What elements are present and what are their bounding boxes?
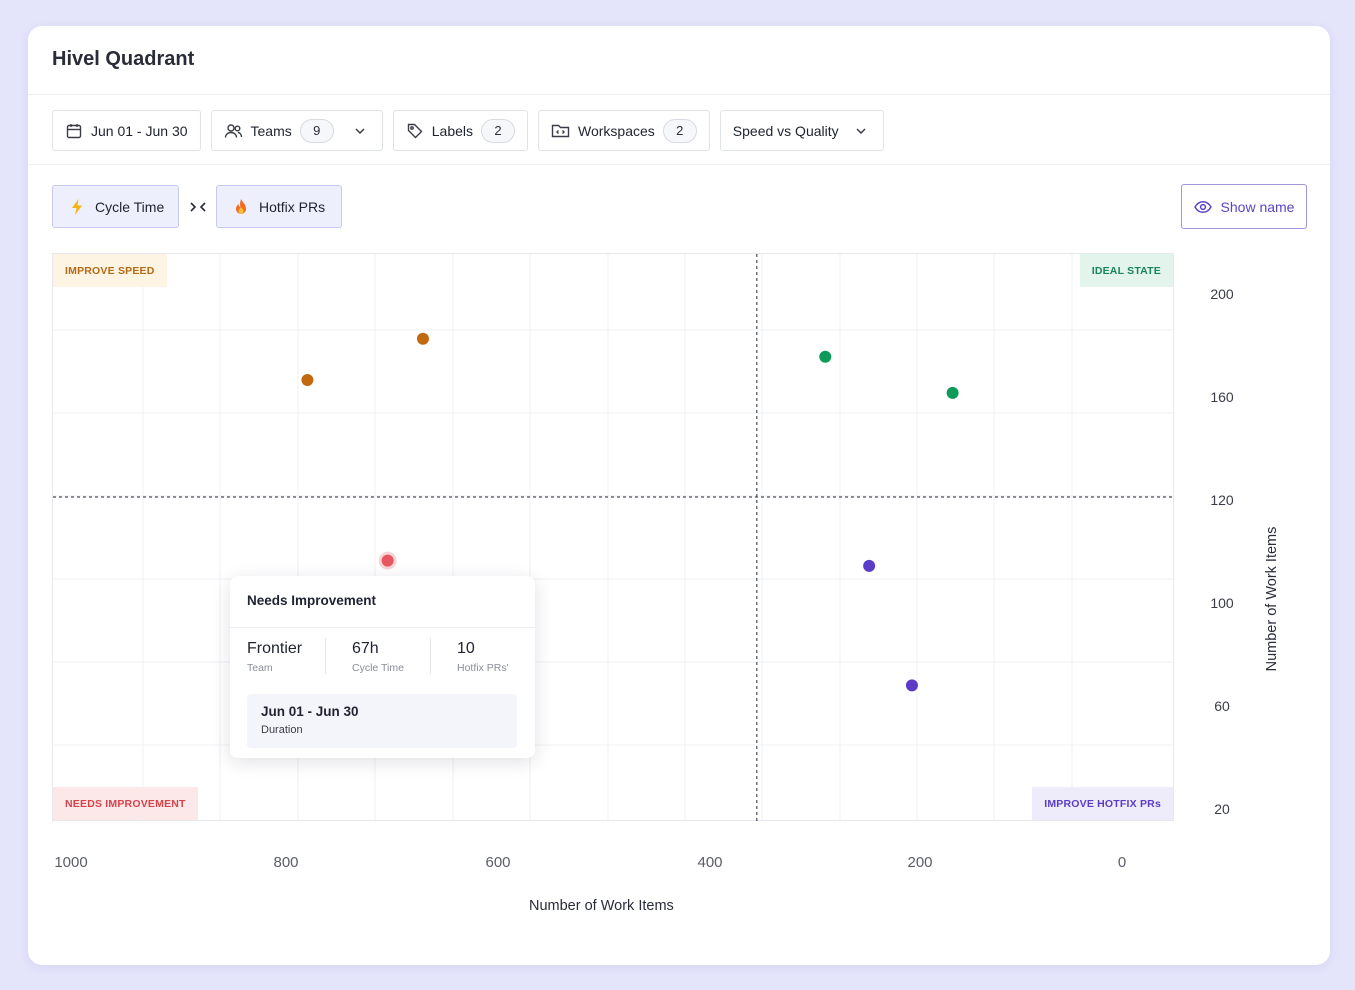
- x-tick-label: 400: [697, 854, 723, 871]
- users-icon: [224, 123, 242, 138]
- chevron-down-icon: [856, 127, 866, 134]
- teams-count-badge: 9: [299, 118, 334, 143]
- date-range-button[interactable]: Jun 01 - Jun 30: [52, 110, 201, 151]
- tooltip-stat-cycle-time: 67h Cycle Time: [325, 638, 430, 674]
- show-name-button[interactable]: Show name: [1181, 184, 1307, 229]
- folder-code-icon: [551, 124, 570, 137]
- data-point: [905, 679, 918, 692]
- data-point: [863, 559, 876, 572]
- card-title: Hivel Quadrant: [52, 48, 195, 70]
- lightning-icon: [72, 198, 82, 215]
- show-name-label: Show name: [1220, 198, 1295, 215]
- filter-bar: Jun 01 - Jun 30 Teams 9 Labels 2 Workspa…: [52, 110, 884, 151]
- y-tick-label: 60: [1214, 698, 1230, 714]
- tooltip-stats: Frontier Team 67h Cycle Time 10 Hotfix P…: [230, 638, 535, 674]
- tooltip-title: Needs Improvement: [247, 593, 377, 608]
- y-metric-button[interactable]: Hotfix PRs: [216, 185, 342, 228]
- quadrant-plot: IMPROVE SPEED IDEAL STATE NEEDS IMPROVEM…: [52, 253, 1175, 822]
- quadrant-label-improve-hotfix: IMPROVE HOTFIX PRs: [1032, 787, 1173, 820]
- tooltip-hotfix-label: Hotfix PRs': [457, 662, 509, 674]
- filters-divider: [28, 164, 1330, 165]
- tooltip-stat-hotfix: 10 Hotfix PRs': [430, 638, 535, 674]
- teams-filter-button[interactable]: Teams 9: [210, 110, 383, 151]
- y-tick-label: 200: [1210, 286, 1234, 302]
- x-tick-label: 200: [907, 854, 933, 871]
- x-tick-label: 800: [273, 854, 299, 871]
- workspaces-count-badge: 2: [662, 118, 697, 143]
- data-point: [301, 373, 314, 386]
- x-axis-title: Number of Work Items: [529, 898, 674, 914]
- quadrant-card: Hivel Quadrant Jun 01 - Jun 30 Teams 9 L…: [28, 26, 1330, 965]
- workspaces-filter-button[interactable]: Workspaces 2: [538, 110, 710, 151]
- x-tick-label: 0: [1117, 854, 1127, 871]
- chevron-down-icon: [355, 127, 365, 134]
- workspaces-filter-label: Workspaces: [578, 122, 655, 139]
- data-point: [416, 332, 429, 345]
- view-select-value: Speed vs Quality: [732, 122, 839, 139]
- tooltip-duration-value: Jun 01 - Jun 30: [261, 704, 359, 719]
- quadrant-label-ideal-state: IDEAL STATE: [1079, 254, 1173, 287]
- eye-icon: [1193, 200, 1212, 213]
- y-tick-label: 100: [1210, 595, 1234, 611]
- tooltip-stat-team: Frontier Team: [230, 638, 325, 674]
- data-point: [381, 554, 394, 567]
- x-tick-label: 600: [485, 854, 511, 871]
- teams-filter-label: Teams: [250, 122, 292, 139]
- header-divider: [28, 94, 1330, 95]
- labels-filter-button[interactable]: Labels 2: [392, 110, 529, 151]
- x-tick-label: 1000: [54, 854, 88, 871]
- y-metric-label: Hotfix PRs: [259, 198, 326, 215]
- tooltip-hotfix-value: 10: [457, 640, 475, 657]
- data-point: [819, 350, 832, 363]
- y-tick-label: 160: [1210, 389, 1234, 405]
- swap-arrows-icon[interactable]: [186, 196, 210, 218]
- y-tick-label: 120: [1210, 492, 1234, 508]
- tag-icon: [407, 123, 423, 138]
- quadrant-label-needs-improvement: NEEDS IMPROVEMENT: [53, 787, 198, 820]
- tooltip-duration-label: Duration: [261, 724, 303, 736]
- fire-icon: [236, 198, 246, 214]
- tooltip-team-label: Team: [247, 662, 273, 674]
- tooltip-cycle-label: Cycle Time: [352, 662, 404, 674]
- scatter-chart: [53, 254, 1175, 822]
- tooltip-team-value: Frontier: [247, 640, 303, 657]
- data-point: [946, 386, 959, 399]
- y-axis-title: Number of Work Items: [1264, 526, 1280, 672]
- quadrant-label-improve-speed: IMPROVE SPEED: [53, 254, 167, 287]
- tooltip-cycle-value: 67h: [352, 640, 379, 657]
- tooltip-duration-box: Jun 01 - Jun 30 Duration: [247, 694, 517, 748]
- point-tooltip: Needs Improvement Frontier Team 67h Cycl…: [230, 576, 535, 758]
- date-range-label: Jun 01 - Jun 30: [91, 122, 188, 139]
- x-metric-label: Cycle Time: [95, 198, 165, 215]
- x-metric-button[interactable]: Cycle Time: [52, 185, 179, 228]
- tooltip-divider: [230, 627, 535, 628]
- labels-count-badge: 2: [481, 118, 516, 143]
- view-select[interactable]: Speed vs Quality: [719, 110, 884, 151]
- labels-filter-label: Labels: [431, 122, 474, 139]
- y-tick-label: 20: [1214, 801, 1230, 817]
- calendar-icon: [66, 123, 82, 138]
